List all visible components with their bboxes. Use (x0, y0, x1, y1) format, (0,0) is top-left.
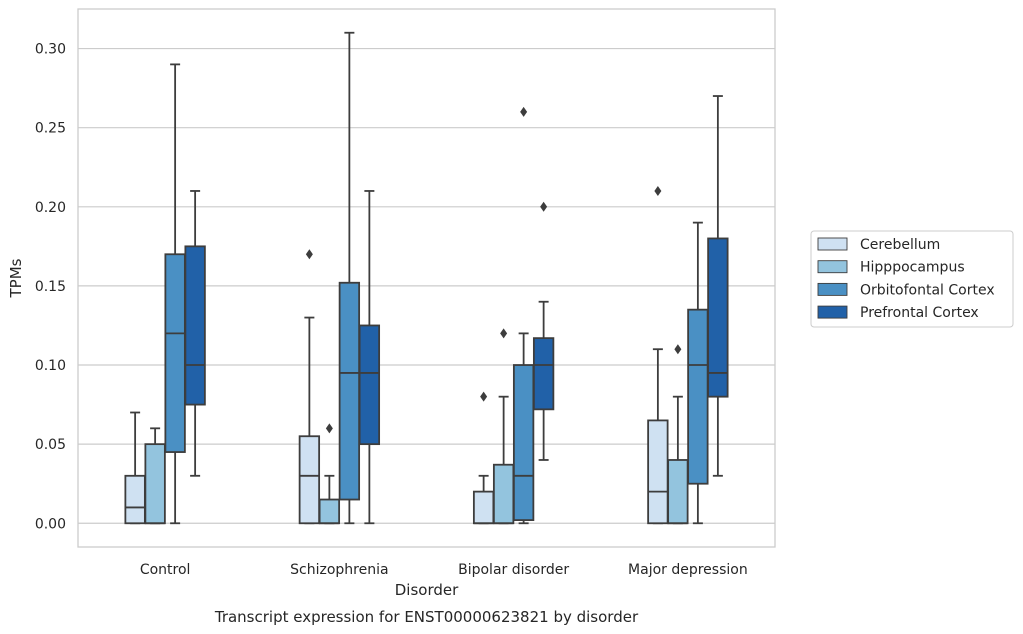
box-body (512, 364, 535, 522)
outlier-point (480, 391, 488, 402)
outlier-point (305, 249, 313, 260)
box-body (298, 435, 321, 525)
box-body (338, 281, 361, 501)
legend-swatch (817, 237, 848, 251)
outlier-point (540, 201, 548, 212)
box-body (164, 253, 186, 453)
box-body (144, 443, 166, 525)
box-body (318, 498, 341, 525)
box-body (184, 245, 206, 406)
x-axis-title: Disorder (395, 581, 459, 599)
box-body (472, 490, 495, 525)
y-tick-labels: 0.00 0.05 0.10 0.15 0.20 0.25 0.30 (35, 42, 66, 533)
box-body (687, 308, 709, 485)
outlier-point (500, 328, 508, 339)
box-hipppocampus (667, 344, 689, 525)
box-prefrontal-cortex (707, 95, 729, 477)
box-body (667, 459, 689, 525)
y-tick-label: 0.15 (35, 279, 66, 295)
x-tick-labels: Control Schizophrenia Bipolar disorder Majo… (140, 562, 748, 578)
x-tick-label: Control (140, 562, 191, 578)
x-tick-label: Major depression (628, 562, 748, 578)
box-hipppocampus (318, 423, 341, 525)
legend-label: Prefrontal Cortex (860, 305, 979, 321)
box-hipppocampus (144, 427, 166, 525)
legend-swatch (817, 282, 848, 296)
box-cerebellum (124, 411, 146, 525)
outlier-point (520, 106, 528, 117)
outlier-point (674, 344, 682, 355)
box-body (647, 419, 669, 525)
outlier-point (325, 423, 333, 434)
box-body (124, 474, 146, 525)
box-cerebellum (472, 391, 495, 525)
y-axis-title: TPMs (7, 258, 25, 298)
y-tick-label: 0.20 (35, 200, 66, 216)
chart-caption: Transcript expression for ENST0000062382… (214, 608, 639, 626)
box-prefrontal-cortex (184, 190, 206, 477)
legend-label: Hipppocampus (860, 260, 965, 276)
plot-frame (77, 8, 776, 548)
legend-label: Cerebellum (860, 237, 940, 253)
box-body (492, 463, 515, 525)
x-tick-label: Bipolar disorder (458, 562, 569, 578)
y-tick-label: 0.00 (35, 516, 66, 532)
legend-frame (810, 230, 1014, 328)
x-tick-label: Schizophrenia (290, 562, 388, 578)
legend-label: Orbitofontal Cortex (860, 282, 995, 298)
box-orbitofontal-cortex (338, 31, 361, 525)
legend-swatch (817, 260, 848, 274)
box-prefrontal-cortex (532, 201, 555, 461)
boxes (124, 31, 729, 525)
y-tick-label: 0.30 (35, 42, 66, 58)
y-tick-label: 0.25 (35, 121, 66, 137)
box-body (707, 237, 729, 398)
box-body (358, 324, 381, 446)
box-prefrontal-cortex (358, 190, 381, 525)
legend: Cerebellum Hipppocampus Orbitofontal Corte… (810, 230, 1014, 328)
y-tick-label: 0.10 (35, 358, 66, 374)
box-orbitofontal-cortex (512, 106, 535, 525)
box-hipppocampus (492, 328, 515, 525)
outlier-point (654, 185, 662, 196)
y-tick-label: 0.05 (35, 437, 66, 453)
legend-swatch (817, 305, 848, 319)
box-cerebellum (298, 249, 321, 525)
box-orbitofontal-cortex (687, 221, 709, 525)
box-body (532, 337, 555, 411)
